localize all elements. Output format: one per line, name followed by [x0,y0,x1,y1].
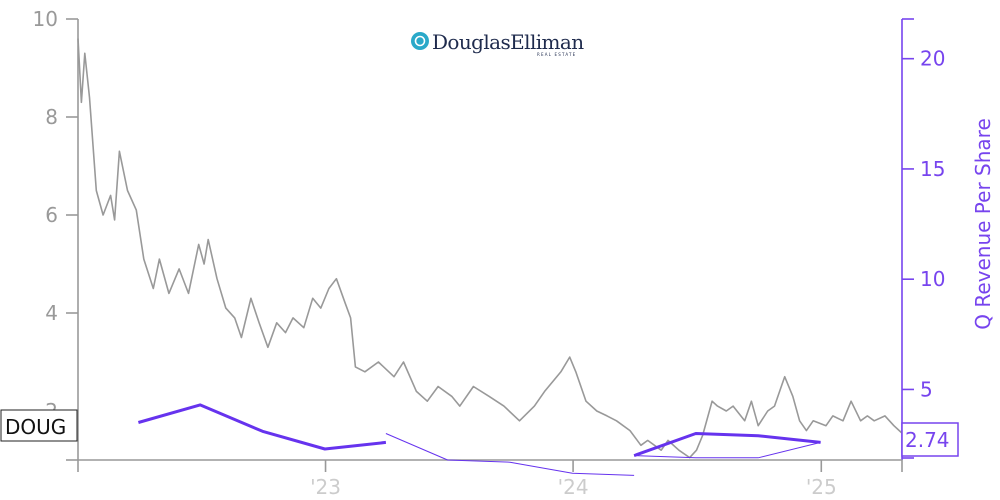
revenue-line [385,433,635,476]
x-tick-label: '23 [310,475,341,499]
logo-name: DouglasElliman [432,30,584,54]
last-value-box: 2.74 [901,422,959,457]
ticker-label: DOUG [5,415,66,439]
revenue-line [633,432,821,458]
right-tick-label: 5 [920,377,933,401]
right-tick-label: 10 [920,267,945,291]
right-axis-ticks: 20 15 10 5 [902,18,945,459]
logo-mark-icon [411,32,429,50]
logo-tagline: REAL ESTATE [537,52,576,57]
ticker-label-frame [0,409,78,442]
revenue-line [634,441,821,459]
logo-mark-inner [414,35,426,47]
left-tick-label: 10 [33,7,58,31]
series-layer [77,38,903,476]
left-tick-label: 6 [45,203,58,227]
right-axis-label: Q Revenue Per Share [971,118,995,330]
ticker-label-box: DOUG [0,409,78,442]
left-tick-label: 8 [45,105,58,129]
x-tick-label: '24 [558,475,589,499]
revenue-line [137,403,387,451]
last-value-frame [901,422,959,457]
right-tick-label: 15 [920,157,945,181]
left-tick-label: 4 [45,301,58,325]
right-tick-label: 20 [920,47,945,71]
last-value-label: 2.74 [905,428,950,452]
x-axis-ticks: '23 '24 '25 [77,460,903,499]
logo: DouglasElliman REAL ESTATE [411,30,585,57]
price-line [77,38,903,459]
x-tick-label: '25 [806,475,837,499]
